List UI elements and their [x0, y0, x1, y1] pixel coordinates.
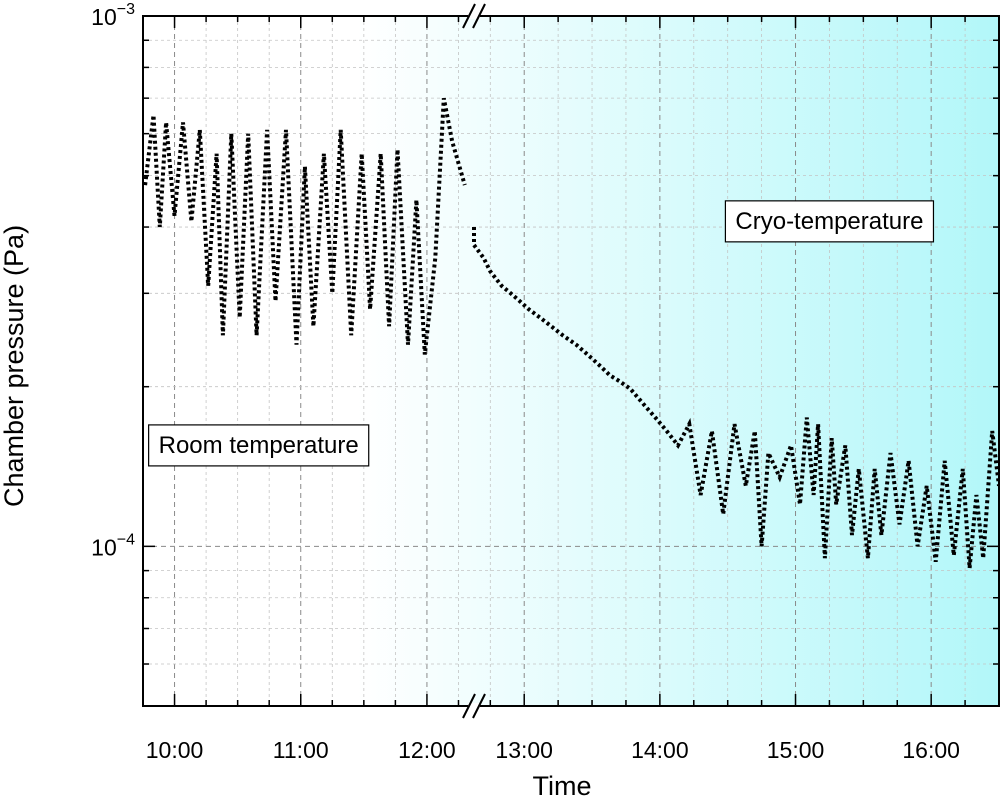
- svg-text:Cryo-temperature: Cryo-temperature: [735, 208, 923, 235]
- axis-break-gap: [468, 703, 480, 709]
- x-tick-label: 13:00: [495, 737, 553, 763]
- axis-break-gap: [468, 13, 480, 19]
- svg-text:Room temperature: Room temperature: [159, 432, 359, 459]
- y-axis-title: Chamber pressure (Pa): [0, 225, 29, 507]
- x-tick-label: 14:00: [631, 737, 689, 763]
- grid: [143, 16, 999, 706]
- x-tick-label: 10:00: [146, 737, 204, 763]
- x-axis-break: [462, 3, 486, 719]
- axis-break-slash: [462, 693, 476, 719]
- x-tick-label: 11:00: [273, 737, 329, 763]
- axis-break-slash: [472, 3, 486, 29]
- plot-frame: [142, 15, 1000, 707]
- y-tick-label: 10−3: [91, 1, 135, 30]
- x-tick-label: 15:00: [767, 737, 825, 763]
- x-tick-label: 12:00: [398, 737, 456, 763]
- x-tick-label: 16:00: [902, 737, 960, 763]
- plot-background: [143, 16, 999, 706]
- x-axis-title: Time: [533, 771, 592, 799]
- annotation-cryo-temperature: Cryo-temperature: [724, 200, 935, 243]
- axis-break-slash: [462, 3, 476, 29]
- annotation-room-temperature: Room temperature: [148, 424, 370, 467]
- pressure-series: [143, 97, 1000, 569]
- ticks: [143, 15, 999, 707]
- series-line: [143, 97, 467, 355]
- axis-break-slash: [472, 693, 486, 719]
- y-tick-label: 10−4: [91, 531, 135, 560]
